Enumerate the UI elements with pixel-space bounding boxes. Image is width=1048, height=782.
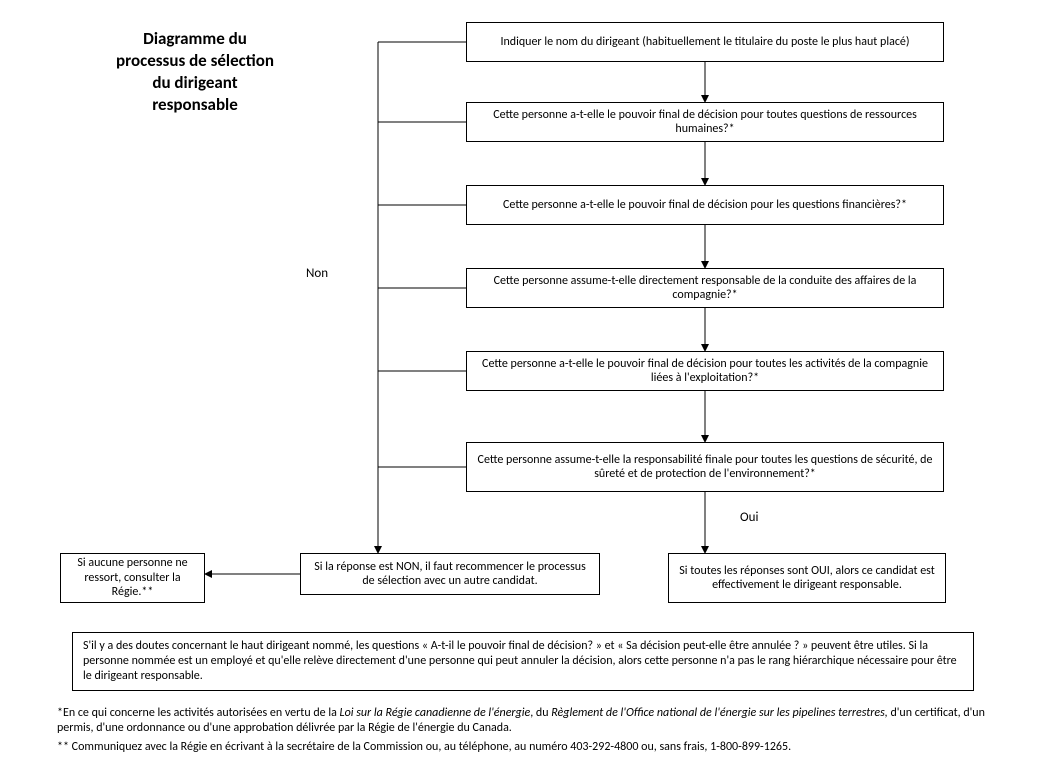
node-n4: Cette personne assume-t-elle directement…	[466, 268, 944, 308]
footnote-1: *En ce qui concerne les activités autori…	[57, 706, 997, 736]
node-n_regie: Si aucune personne ne ressort, consulter…	[60, 553, 205, 603]
footnote-2: ** Communiquez avec la Régie en écrivant…	[57, 740, 997, 755]
diagram-title: Diagramme du processus de sélection du d…	[115, 28, 275, 116]
label-oui: Oui	[740, 510, 758, 525]
node-n_yes: Si toutes les réponses sont OUI, alors c…	[668, 553, 946, 603]
node-n3: Cette personne a-t-elle le pouvoir final…	[466, 185, 944, 225]
label-non: Non	[306, 266, 328, 281]
node-n1: Indiquer le nom du dirigeant (habituelle…	[466, 22, 944, 62]
node-n2: Cette personne a-t-elle le pouvoir final…	[466, 102, 944, 142]
note-box: S'il y a des doutes concernant le haut d…	[72, 632, 974, 691]
node-n5: Cette personne a-t-elle le pouvoir final…	[466, 351, 944, 391]
node-n_no: Si la réponse est NON, il faut recommenc…	[300, 553, 600, 595]
node-n6: Cette personne assume-t-elle la responsa…	[466, 442, 944, 492]
